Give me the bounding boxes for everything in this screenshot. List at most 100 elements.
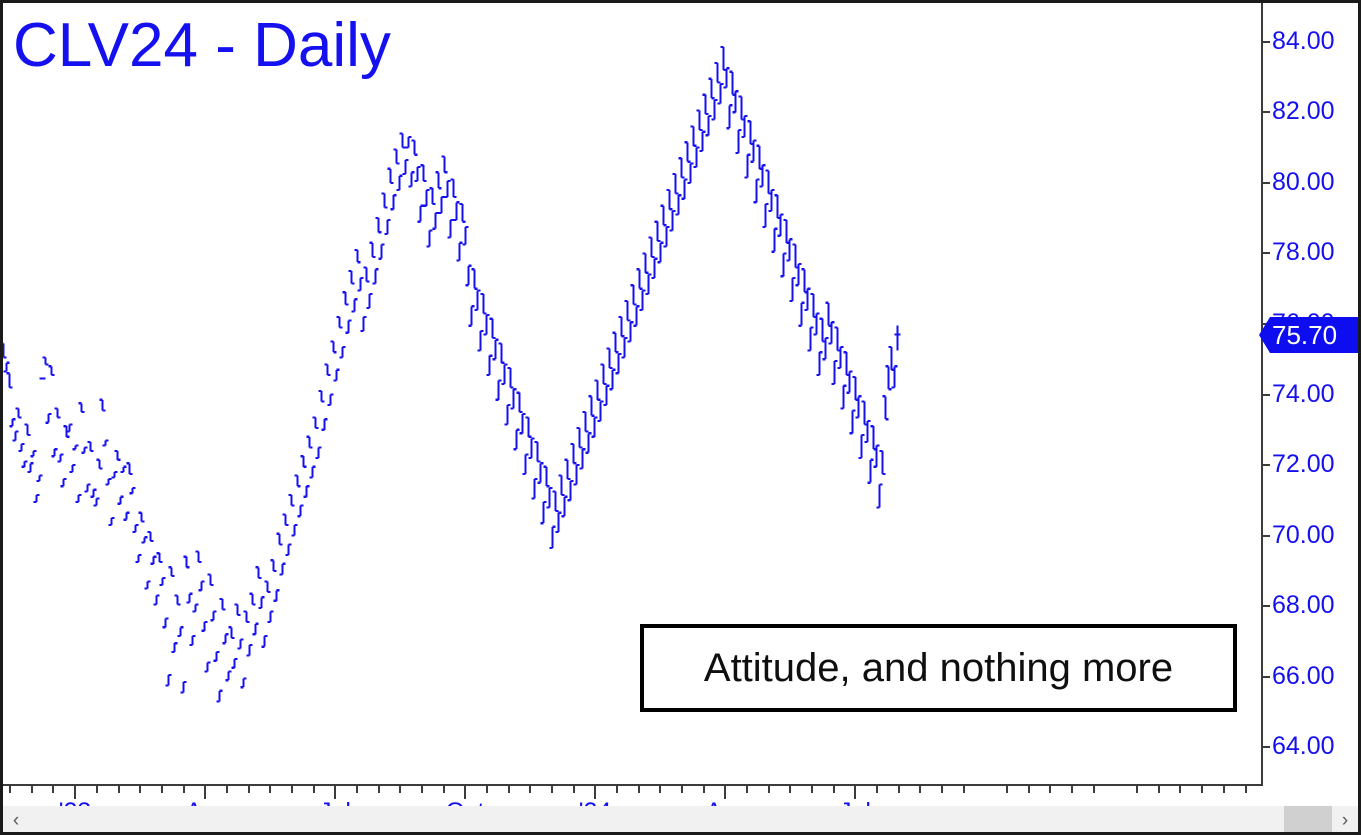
ohlc-bar xyxy=(750,139,757,163)
ohlc-bar xyxy=(177,626,184,638)
plot-area[interactable] xyxy=(3,3,1261,786)
horizontal-scrollbar[interactable]: ‹ › xyxy=(3,806,1358,832)
x-axis-minor-tick xyxy=(118,786,120,793)
ohlc-bar xyxy=(318,389,325,403)
ohlc-bar xyxy=(669,209,676,232)
annotation-callout[interactable]: Attitude, and nothing more xyxy=(640,624,1237,712)
ohlc-bar xyxy=(714,61,721,84)
ohlc-bar xyxy=(660,204,667,227)
y-axis-label: 80.00 xyxy=(1272,167,1335,196)
x-axis-minor-tick xyxy=(443,786,445,793)
x-axis-minor-tick xyxy=(811,786,813,793)
ohlc-bar xyxy=(885,365,892,391)
ohlc-bar xyxy=(795,262,802,287)
ohlc-bar xyxy=(684,141,691,163)
ohlc-bar xyxy=(720,45,727,72)
ohlc-bar xyxy=(297,504,304,518)
ohlc-bar xyxy=(96,458,103,470)
scrollbar-thumb[interactable] xyxy=(1284,806,1332,832)
ohlc-bar xyxy=(546,486,553,509)
ohlc-bar xyxy=(357,277,364,292)
y-axis-tick xyxy=(1261,464,1270,467)
x-axis-minor-tick xyxy=(248,786,250,793)
ohlc-bar xyxy=(138,511,145,523)
ohlc-bar xyxy=(867,458,874,484)
ohlc-bar xyxy=(741,114,748,139)
last-price-tag[interactable]: 75.70 xyxy=(1259,316,1358,353)
ohlc-bar xyxy=(846,370,853,394)
ohlc-bar xyxy=(762,202,769,229)
scroll-left-chevron-icon[interactable]: ‹ xyxy=(3,806,29,832)
ohlc-bar xyxy=(354,248,361,264)
ohlc-bar xyxy=(57,453,64,463)
scrollbar-track[interactable] xyxy=(29,806,1332,832)
ohlc-bar xyxy=(456,241,463,262)
ohlc-bar xyxy=(132,523,139,534)
ohlc-bar xyxy=(726,104,733,130)
ohlc-bar xyxy=(321,418,328,431)
price-axis[interactable]: 84.0082.0080.0078.0076.0074.0072.0070.00… xyxy=(1261,3,1358,786)
x-axis-minor-tick xyxy=(551,786,553,793)
x-axis-minor-tick xyxy=(161,786,163,793)
ohlc-bar xyxy=(342,291,349,306)
ohlc-bar xyxy=(372,268,379,285)
ohlc-bar xyxy=(597,400,604,423)
x-axis-minor-tick xyxy=(876,786,878,793)
ohlc-bar xyxy=(123,511,130,521)
ohlc-bar xyxy=(273,589,280,602)
ohlc-bar xyxy=(258,596,265,609)
ohlc-bar xyxy=(462,225,469,246)
ohlc-bar xyxy=(822,336,829,361)
ohlc-bar xyxy=(816,351,823,377)
ohlc-bar xyxy=(447,218,454,239)
ohlc-bar xyxy=(84,483,91,493)
ohlc-bar xyxy=(588,395,595,417)
ohlc-bar xyxy=(240,677,247,689)
ohlc-bar xyxy=(426,229,433,248)
x-axis-minor-tick xyxy=(508,786,510,793)
ohlc-bar xyxy=(429,187,436,206)
ohlc-bars-svg xyxy=(3,45,901,703)
ohlc-bar xyxy=(417,204,424,223)
x-axis-minor-tick xyxy=(31,786,33,793)
ohlc-bar xyxy=(813,312,820,336)
ohlc-bar xyxy=(492,338,499,361)
ohlc-bar xyxy=(42,356,49,366)
ohlc-bar xyxy=(780,252,787,278)
ohlc-bar xyxy=(477,329,484,352)
ohlc-bar xyxy=(531,478,538,500)
ohlc-bar xyxy=(735,128,742,154)
ohlc-bar xyxy=(453,201,460,222)
ohlc-bar xyxy=(72,444,79,451)
x-axis-major-tick xyxy=(854,786,856,799)
ohlc-bar xyxy=(804,287,811,311)
ohlc-bar xyxy=(120,465,127,474)
ohlc-bar xyxy=(480,292,487,315)
ohlc-bar xyxy=(786,238,793,262)
ohlc-bar xyxy=(213,650,220,662)
ohlc-bar xyxy=(99,398,106,412)
ohlc-bar xyxy=(837,345,844,370)
ohlc-bar xyxy=(270,559,277,572)
ohlc-bar xyxy=(147,530,154,542)
ohlc-bar xyxy=(192,603,199,613)
x-axis-minor-tick xyxy=(573,786,575,793)
ohlc-bar xyxy=(30,449,37,458)
ohlc-bar xyxy=(279,562,286,576)
ohlc-bar xyxy=(363,266,370,283)
ohlc-bar xyxy=(36,474,43,483)
ohlc-bar xyxy=(687,162,694,184)
ohlc-bar xyxy=(576,426,583,449)
ohlc-bar xyxy=(219,597,226,611)
scroll-right-chevron-icon[interactable]: › xyxy=(1332,806,1358,832)
ohlc-bar xyxy=(648,236,655,259)
x-axis-minor-tick xyxy=(898,786,900,793)
ohlc-bar xyxy=(24,423,31,437)
ohlc-bar xyxy=(711,98,718,121)
ohlc-bar xyxy=(630,284,637,306)
x-axis-minor-tick xyxy=(1071,786,1073,793)
ohlc-bar xyxy=(591,416,598,438)
ohlc-bar xyxy=(471,268,478,290)
y-axis-tick xyxy=(1261,252,1270,255)
ohlc-bar xyxy=(114,449,121,461)
